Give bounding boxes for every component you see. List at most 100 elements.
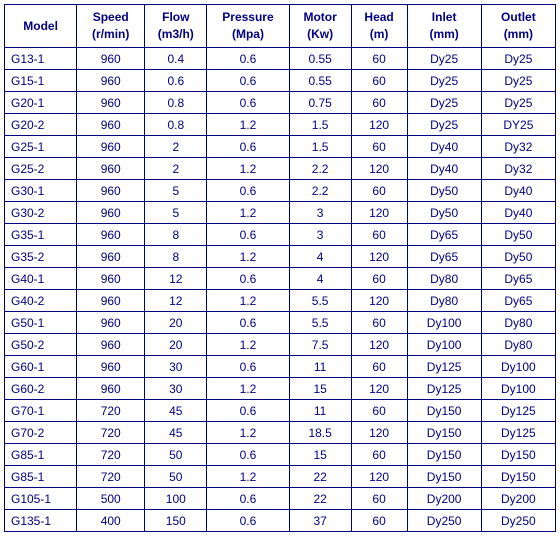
- table-cell: 1.2: [207, 422, 289, 444]
- table-cell: 60: [351, 180, 407, 202]
- table-cell: 4: [289, 268, 351, 290]
- header-cell: Head (m): [351, 5, 407, 48]
- table-cell: 120: [351, 202, 407, 224]
- table-body: G13-19600.40.60.5560Dy25Dy25G15-19600.60…: [5, 48, 556, 532]
- table-cell: Dy40: [407, 158, 481, 180]
- table-cell: 720: [77, 444, 145, 466]
- table-row: G70-1720450.61160Dy150Dy125: [5, 400, 556, 422]
- table-cell: G50-1: [5, 312, 77, 334]
- table-cell: Dy25: [481, 70, 555, 92]
- table-cell: Dy100: [481, 356, 555, 378]
- table-cell: Dy125: [481, 400, 555, 422]
- table-cell: G25-1: [5, 136, 77, 158]
- table-cell: 8: [145, 246, 207, 268]
- table-cell: Dy40: [481, 180, 555, 202]
- table-cell: Dy200: [481, 488, 555, 510]
- table-cell: 120: [351, 246, 407, 268]
- header-row: ModelSpeed(r/min)Flow(m3/h)Pressure(Mpa)…: [5, 5, 556, 48]
- header-label: Head: [364, 10, 393, 24]
- table-row: G25-196020.61.560Dy40Dy32: [5, 136, 556, 158]
- table-cell: 120: [351, 334, 407, 356]
- table-cell: Dy150: [481, 444, 555, 466]
- table-cell: 1.2: [207, 378, 289, 400]
- table-cell: 960: [77, 334, 145, 356]
- header-label: Speed: [93, 10, 129, 24]
- table-cell: 7.5: [289, 334, 351, 356]
- table-cell: G85-1: [5, 444, 77, 466]
- table-cell: 0.6: [207, 224, 289, 246]
- table-cell: Dy50: [481, 246, 555, 268]
- table-cell: 1.2: [207, 158, 289, 180]
- table-cell: 60: [351, 510, 407, 532]
- table-cell: 0.6: [207, 312, 289, 334]
- table-cell: 120: [351, 290, 407, 312]
- table-cell: 15: [289, 444, 351, 466]
- table-cell: G135-1: [5, 510, 77, 532]
- table-cell: 960: [77, 378, 145, 400]
- header-unit: (Mpa): [232, 27, 264, 41]
- table-cell: Dy250: [407, 510, 481, 532]
- table-cell: 960: [77, 356, 145, 378]
- table-row: G85-1720501.222120Dy150Dy150: [5, 466, 556, 488]
- table-cell: 8: [145, 224, 207, 246]
- table-row: G105-15001000.62260Dy200Dy200: [5, 488, 556, 510]
- table-cell: Dy150: [481, 466, 555, 488]
- table-cell: Dy80: [481, 334, 555, 356]
- table-cell: Dy65: [481, 268, 555, 290]
- table-cell: 60: [351, 70, 407, 92]
- table-cell: 0.6: [207, 510, 289, 532]
- table-row: G50-1960200.65.560Dy100Dy80: [5, 312, 556, 334]
- table-row: G15-19600.60.60.5560Dy25Dy25: [5, 70, 556, 92]
- table-cell: 60: [351, 356, 407, 378]
- table-row: G25-296021.22.2120Dy40Dy32: [5, 158, 556, 180]
- table-row: G30-296051.23120Dy50Dy40: [5, 202, 556, 224]
- table-cell: G60-1: [5, 356, 77, 378]
- table-cell: 120: [351, 422, 407, 444]
- table-cell: 0.6: [207, 268, 289, 290]
- table-cell: Dy200: [407, 488, 481, 510]
- table-cell: 60: [351, 268, 407, 290]
- table-cell: Dy40: [481, 202, 555, 224]
- table-cell: Dy100: [481, 378, 555, 400]
- table-row: G50-2960201.27.5120Dy100Dy80: [5, 334, 556, 356]
- table-cell: G35-1: [5, 224, 77, 246]
- table-cell: 5.5: [289, 290, 351, 312]
- table-cell: G40-1: [5, 268, 77, 290]
- table-cell: 500: [77, 488, 145, 510]
- table-cell: 0.6: [145, 70, 207, 92]
- table-row: G60-2960301.215120Dy125Dy100: [5, 378, 556, 400]
- table-cell: 60: [351, 444, 407, 466]
- table-cell: G20-2: [5, 114, 77, 136]
- table-cell: Dy150: [407, 422, 481, 444]
- table-cell: 1.2: [207, 114, 289, 136]
- table-cell: 720: [77, 422, 145, 444]
- table-cell: Dy32: [481, 136, 555, 158]
- table-cell: 2: [145, 136, 207, 158]
- table-cell: Dy25: [407, 70, 481, 92]
- header-label: Model: [23, 19, 58, 33]
- table-cell: 150: [145, 510, 207, 532]
- table-cell: 0.6: [207, 444, 289, 466]
- header-unit: (m): [370, 27, 389, 41]
- table-cell: Dy50: [407, 180, 481, 202]
- header-cell: Pressure(Mpa): [207, 5, 289, 48]
- table-cell: DY25: [481, 114, 555, 136]
- table-cell: Dy65: [407, 246, 481, 268]
- table-cell: 15: [289, 378, 351, 400]
- table-cell: 120: [351, 466, 407, 488]
- table-cell: 960: [77, 114, 145, 136]
- table-cell: 0.6: [207, 92, 289, 114]
- table-cell: G60-2: [5, 378, 77, 400]
- table-cell: 0.75: [289, 92, 351, 114]
- table-cell: Dy40: [407, 136, 481, 158]
- table-cell: 50: [145, 466, 207, 488]
- table-cell: 60: [351, 400, 407, 422]
- table-cell: G20-1: [5, 92, 77, 114]
- table-cell: Dy25: [481, 92, 555, 114]
- table-cell: Dy25: [407, 114, 481, 136]
- table-cell: G30-1: [5, 180, 77, 202]
- table-cell: 0.6: [207, 70, 289, 92]
- table-cell: 1.2: [207, 202, 289, 224]
- table-cell: 30: [145, 356, 207, 378]
- table-cell: 3: [289, 224, 351, 246]
